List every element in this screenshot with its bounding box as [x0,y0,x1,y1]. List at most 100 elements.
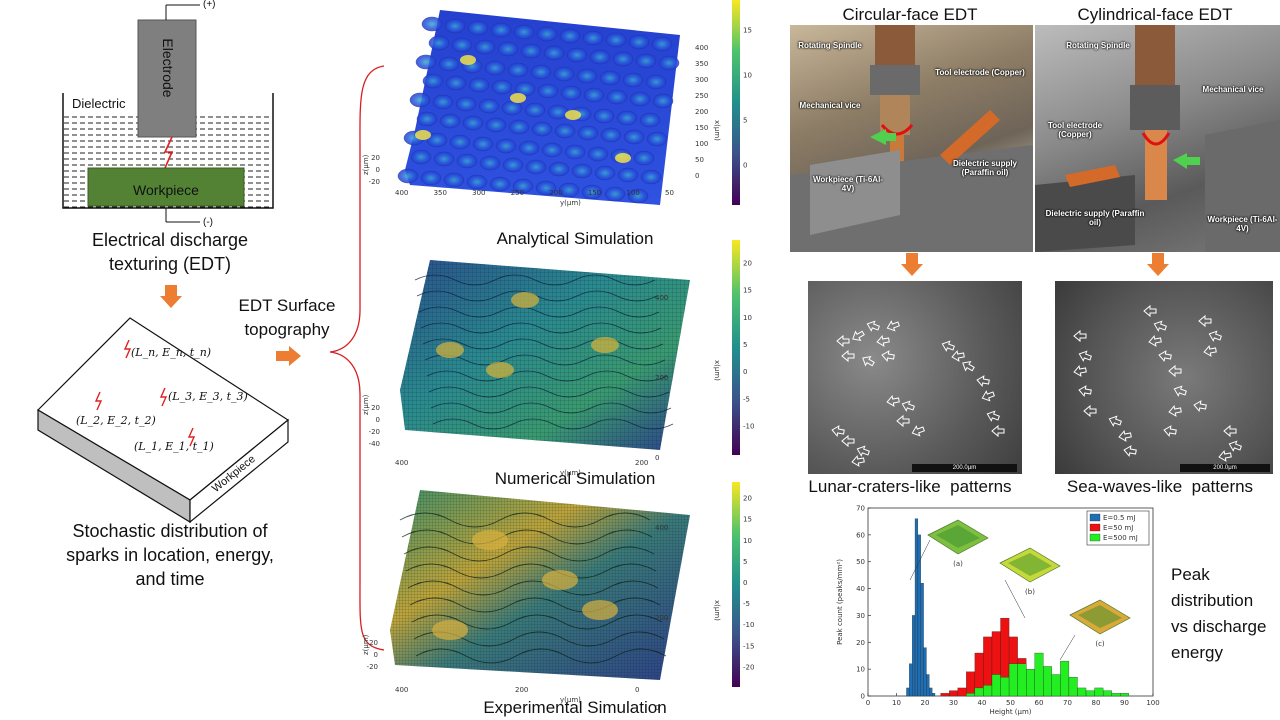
cyl-label-tool: Tool electrode (Copper) [1047,121,1103,139]
y-axis-tick: 400 [395,686,408,694]
experimental-colorbar [732,482,740,687]
bar-e-500-mj [966,693,976,697]
x-tick-label: 80 [1092,699,1101,707]
colorbar-tick: -10 [743,621,754,629]
colorbar-tick: 20 [743,495,752,503]
sem-arrow-icon [991,424,1005,438]
edt-caption-line2: texturing (EDT) [108,254,232,274]
legend-swatch [1089,523,1101,532]
sem-arrow-icon [1158,350,1172,363]
z-axis-tick: -40 [369,440,380,448]
inset-surface [999,547,1061,583]
circ-label-tool: Tool electrode (Copper) [935,68,1025,77]
stochastic-caption-line3: and time [135,569,205,589]
sem-arrow-icon [1168,364,1182,378]
z-axis-tick: 20 [371,154,380,162]
colorbar-tick: 15 [743,27,752,35]
sem-arrow-icon [896,414,910,428]
hist-caption-line4: energy [1171,643,1223,662]
colorbar-tick: 5 [743,341,747,349]
sem-arrow-icon [852,330,865,342]
bar-e-0-5-mj [920,583,924,697]
x-axis-label: Height (μm) [989,708,1031,716]
bar-e-500-mj [1094,687,1104,697]
down-arrow-icon [160,285,182,308]
sem-arrow-icon [1198,314,1212,328]
circular-machine-drawing [790,25,1033,252]
z-axis-tick: 20 [369,639,378,647]
z-axis-tick: -20 [367,663,378,671]
edt-diagram: (+) (-) Electrode Dielectric Workpiece E… [0,0,290,290]
bar-e-0-5-mj [931,693,936,697]
sem-arrow-icon [1078,385,1092,398]
x-tick-label: 100 [1146,699,1159,707]
sem-arrow-icon [1118,429,1132,442]
spark-n-icon [123,339,132,359]
histogram-chart: 0 10 20 30 40 50 60 70 80 90 100 0 10 20 30 40 50 60 70 Hei… [836,505,1160,717]
colorbar-tick: 0 [743,368,747,376]
z-axis-tick: 20 [371,404,380,412]
surface-topography-label: EDT Surface topography [232,294,342,342]
inset-surface [927,519,989,555]
bar-e-500-mj [1077,687,1087,697]
sem-arrow-icon [1123,445,1137,458]
x-axis-tick: 250 [695,92,708,100]
circular-title: Circular-face EDT [842,5,978,24]
bar-e-500-mj [1008,663,1018,697]
spark-1-icon [187,427,196,447]
bar-e-500-mj [1060,660,1070,697]
spark-1-label: (L_1, E_1, t_1) [134,440,214,453]
bar-e-0-5-mj [923,647,927,697]
colorbar-tick: -5 [743,395,750,403]
analytical-panel: 15 10 5 0 400 350 300 250 200 150 100 50 0 400 350 300 2… [360,0,752,250]
y-axis-tick: 150 [588,189,601,197]
bar-e-0-5-mj [912,615,916,697]
y-axis-tick: 300 [472,189,485,197]
x-axis-tick: 0 [655,454,659,462]
spark-2-icon [94,391,103,411]
bar-e-500-mj [1085,690,1095,697]
y-tick-label: 60 [856,531,865,539]
inset-label: (c) [1095,640,1105,648]
bar-e-0-5-mj [906,687,910,697]
sem-arrow-icon [862,355,875,367]
x-axis-tick: 200 [655,374,668,382]
y-axis-label: y(μm) [560,469,581,477]
sem-arrow-icon [951,349,965,362]
colorbar-tick: 15 [743,516,752,524]
lunar-caption: Lunar-craters-like patterns [808,477,1012,496]
circular-face-photo: Rotating Spindle Tool electrode (Copper)… [790,25,1033,252]
bar-e-500-mj [991,674,1001,697]
colorbar-tick: -15 [743,642,754,650]
x-tick-label: 90 [1120,699,1129,707]
sem-arrow-icon [886,394,900,407]
legend-swatch [1089,513,1101,522]
bar-e-500-mj [1051,674,1061,697]
y-tick-label: 50 [856,558,865,566]
dielectric-label: Dielectric [70,96,128,111]
red-brace [329,65,385,651]
legend-label: E=50 mJ [1103,524,1133,532]
inset-surface [1069,599,1131,635]
x-axis-tick: 0 [655,704,659,712]
bar-e-500-mj [1034,652,1044,697]
sem-arrow-icon [841,434,855,448]
sem-arrow-icon [986,410,1000,422]
colorbar-tick: 0 [743,162,747,170]
sem-arrow-icon [981,390,995,402]
bar-e-500-mj [1068,677,1078,697]
cyl-label-workpiece: Workpiece (Ti-6Al-4V) [1207,215,1278,233]
y-axis-tick: 400 [395,459,408,467]
analytical-colorbar [732,0,740,205]
hist-caption-line1: Peak [1171,565,1210,584]
stochastic-caption-line1: Stochastic distribution of [72,521,268,541]
legend-swatch [1089,533,1101,542]
y-tick-label: 30 [856,612,865,620]
x-tick-label: 30 [949,699,958,707]
colorbar-tick: -20 [743,663,754,671]
y-axis-label: y(μm) [560,199,581,207]
x-axis-label: x(μm) [713,120,721,141]
sem-arrow-icon [1228,440,1242,452]
sem-arrow-icon [1193,400,1207,413]
